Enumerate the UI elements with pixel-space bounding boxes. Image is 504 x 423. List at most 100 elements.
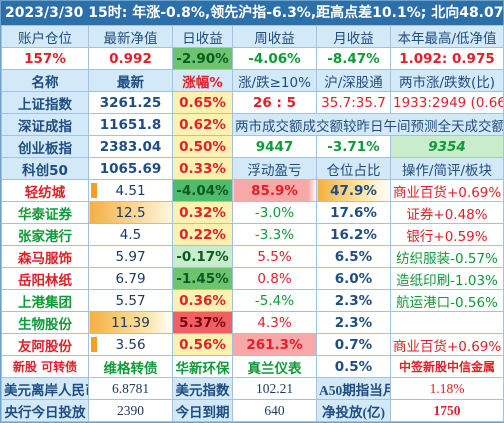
label-position: 账户仓位	[1, 25, 89, 48]
col-name: 名称	[1, 69, 89, 92]
usdcnh-label: 美元离岸人民币	[1, 377, 89, 400]
index-last: 1065.69	[88, 157, 173, 180]
stock-name[interactable]: 友阿股份	[1, 333, 89, 356]
stock-row[interactable]: 上港集团 5.57 0.36% -5.4% 2.3% 航运港口-0.56%	[1, 289, 504, 312]
stock-chg: 5.37%	[172, 311, 233, 334]
newstock-1[interactable]: 维格转债	[88, 355, 173, 378]
turnover-header: 两市成交额成交额较昨日午间预测全天成交额	[232, 113, 504, 136]
stock-position: 0.7%	[316, 333, 391, 356]
stock-pnl: 85.9%	[232, 179, 317, 202]
newstock-3[interactable]: 真兰仪表	[232, 355, 317, 378]
index-last: 2383.04	[88, 135, 173, 158]
turnover-value: 9447	[232, 135, 317, 158]
stock-pnl: 0.8%	[232, 267, 317, 290]
price-bar	[91, 337, 97, 352]
stock-row[interactable]: 轻纺城 4.51 -4.04% 85.9% 47.9% 商业百货+0.69%	[1, 179, 504, 202]
stock-note	[390, 311, 504, 334]
stock-name[interactable]: 岳阳林纸	[1, 267, 89, 290]
index-row[interactable]: 创业板指 2383.04 0.50% 9447 -3.71% 9354	[1, 135, 504, 158]
a50-label: A50期指当月	[316, 377, 391, 400]
pboc-net-value: 1750	[390, 399, 504, 422]
stock-row[interactable]: 生物股份 11.39 5.37% 4.3% 2.3%	[1, 311, 504, 334]
newstock-2[interactable]: 华新环保	[172, 355, 233, 378]
newstock-label: 新股 可转债	[1, 355, 89, 378]
stock-name[interactable]: 生物股份	[1, 311, 89, 334]
stock-row[interactable]: 森马服饰 5.97 -0.17% 5.5% 6.5% 纺织服装-0.57%	[1, 245, 504, 268]
stock-position: 6.5%	[316, 245, 391, 268]
label-day: 日收益	[172, 25, 233, 48]
limit-ratio: 26 : 5	[232, 91, 317, 114]
value-month: -8.47%	[316, 47, 391, 70]
stock-chg: 0.36%	[172, 289, 233, 312]
stock-chg: -4.04%	[172, 179, 233, 202]
price-bar	[91, 183, 97, 198]
breadth-ratio: 1933:2949 (0.66)	[390, 91, 504, 114]
label-nav: 最新净值	[88, 25, 173, 48]
connect-ratio: 35.7:35.7	[316, 91, 391, 114]
newstock-row: 新股 可转债 维格转债 华新环保 真兰仪表 0.5% 中签新股中信金属	[1, 355, 504, 378]
index-name[interactable]: 科创50	[1, 157, 89, 180]
index-name[interactable]: 深证成指	[1, 113, 89, 136]
stock-pnl: -5.4%	[232, 289, 317, 312]
newstock-position: 0.5%	[316, 355, 391, 378]
stock-last: 4.51	[88, 179, 173, 202]
fx-row: 美元离岸人民币 6.8781 美元指数 102.21 A50期指当月 1.18%	[1, 377, 504, 400]
pboc-expire-value: 640	[232, 399, 317, 422]
label-year-hilo: 本年最高/低净值	[390, 25, 504, 48]
turnover-change: -3.71%	[316, 135, 391, 158]
stock-pnl: -3.3%	[232, 223, 317, 246]
dxy-label: 美元指数	[172, 377, 233, 400]
stock-chg: 0.22%	[172, 223, 233, 246]
stock-note: 商业百货+0.69%	[390, 179, 504, 202]
stock-note: 造纸印刷-1.03%	[390, 267, 504, 290]
stock-chg: 0.56%	[172, 333, 233, 356]
stock-row[interactable]: 华泰证券 12.5 0.32% -3.0% 17.6% 证券+0.48%	[1, 201, 504, 224]
stock-chg: 0.32%	[172, 201, 233, 224]
index-name[interactable]: 创业板指	[1, 135, 89, 158]
col-position: 仓位占比	[316, 157, 391, 180]
stock-last: 5.97	[88, 245, 173, 268]
stock-pnl: 5.5%	[232, 245, 317, 268]
account-value-row: 157% 0.992 -2.90% -4.06% -8.47% 1.092: 0…	[1, 47, 504, 70]
pboc-inject-label: 央行今日投放	[1, 399, 89, 422]
index-row[interactable]: 上证指数 3261.25 0.65% 26 : 5 35.7:35.7 1933…	[1, 91, 504, 114]
stock-name[interactable]: 轻纺城	[1, 179, 89, 202]
stock-note: 银行+0.59%	[390, 223, 504, 246]
newstock-note: 中签新股中信金属	[390, 355, 504, 378]
stock-row[interactable]: 友阿股份 3.56 0.56% 261.3% 0.7% 商业百货+0.69%	[1, 333, 504, 356]
stock-pnl: 261.3%	[232, 333, 317, 356]
index-chg: 0.50%	[172, 135, 233, 158]
stock-name[interactable]: 上港集团	[1, 289, 89, 312]
stock-chg: -1.45%	[172, 267, 233, 290]
label-month: 月收益	[316, 25, 391, 48]
stock-pnl: 4.3%	[232, 311, 317, 334]
stock-position: 6.0%	[316, 267, 391, 290]
value-year-hilo: 1.092: 0.975	[390, 47, 504, 70]
col-last: 最新	[88, 69, 173, 92]
stock-last: 3.56	[88, 333, 173, 356]
pboc-inject-value: 2390	[88, 399, 173, 422]
stock-pnl: -3.0%	[232, 201, 317, 224]
index-name[interactable]: 上证指数	[1, 91, 89, 114]
stock-position: 16.2%	[316, 223, 391, 246]
col-pnl: 浮动盈亏	[232, 157, 317, 180]
stock-row[interactable]: 岳阳林纸 6.79 -1.45% 0.8% 6.0% 造纸印刷-1.03%	[1, 267, 504, 290]
stock-position: 47.9%	[316, 179, 391, 202]
stock-note: 商业百货+0.69%	[390, 333, 504, 356]
stock-note: 航运港口-0.56%	[390, 289, 504, 312]
pboc-row: 央行今日投放 2390 今日到期 640 净投放(亿) 1750	[1, 399, 504, 422]
stock-note: 纺织服装-0.57%	[390, 245, 504, 268]
stock-name[interactable]: 森马服饰	[1, 245, 89, 268]
value-nav: 0.992	[88, 47, 173, 70]
stock-row[interactable]: 张家港行 4.5 0.22% -3.3% 16.2% 银行+0.59%	[1, 223, 504, 246]
stock-name[interactable]: 张家港行	[1, 223, 89, 246]
stock-name[interactable]: 华泰证券	[1, 201, 89, 224]
index-header-row: 名称 最新 涨幅% 涨/跌≥10% 沪/深股通 两市涨/跌数(比)	[1, 69, 504, 92]
index-row[interactable]: 科创50 1065.69 0.33% 浮动盈亏 仓位占比 操作/简评/板块	[1, 157, 504, 180]
stock-position: 2.3%	[316, 311, 391, 334]
dxy-value: 102.21	[232, 377, 317, 400]
index-chg: 0.65%	[172, 91, 233, 114]
a50-value: 1.18%	[390, 377, 504, 400]
index-row[interactable]: 深证成指 11651.8 0.62% 两市成交额成交额较昨日午间预测全天成交额	[1, 113, 504, 136]
